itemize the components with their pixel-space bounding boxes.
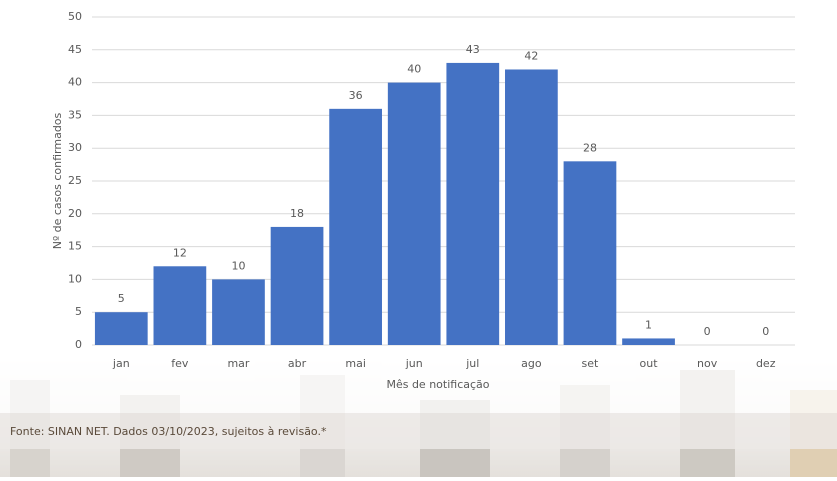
data-label: 40	[407, 63, 421, 76]
bar	[94, 312, 148, 345]
bar	[563, 161, 617, 345]
x-tick-label: abr	[288, 357, 307, 370]
x-tick-label: jan	[112, 357, 130, 370]
data-label: 36	[349, 89, 363, 102]
x-tick-label: set	[582, 357, 599, 370]
y-tick-label: 40	[68, 76, 82, 89]
y-tick-label: 5	[75, 305, 82, 318]
source-band	[0, 413, 837, 449]
data-label: 1	[645, 318, 652, 331]
y-tick-label: 20	[68, 207, 82, 220]
x-tick-label: jun	[405, 357, 423, 370]
data-label: 42	[524, 49, 538, 62]
bar	[329, 108, 382, 345]
bar	[387, 82, 441, 345]
bar	[622, 338, 675, 345]
y-tick-label: 50	[68, 10, 82, 23]
data-label: 10	[231, 259, 245, 272]
x-tick-label: ago	[521, 357, 542, 370]
y-tick-label: 0	[75, 338, 82, 351]
y-tick-label: 10	[68, 272, 82, 285]
data-label: 43	[466, 43, 480, 56]
data-label: 5	[118, 292, 125, 305]
bar	[270, 226, 324, 345]
x-tick-label: mai	[345, 357, 366, 370]
y-tick-label: 15	[68, 240, 82, 253]
x-tick-label: jul	[465, 357, 479, 370]
overlay	[0, 355, 837, 413]
data-label: 18	[290, 207, 304, 220]
x-tick-label: out	[640, 357, 659, 370]
data-label: 0	[762, 325, 769, 338]
bar	[153, 266, 207, 345]
y-tick-label: 30	[68, 141, 82, 154]
data-label: 28	[583, 141, 597, 154]
x-axis-title: Mês de notificação	[386, 378, 489, 391]
x-tick-label: mar	[227, 357, 249, 370]
y-tick-label: 35	[68, 108, 82, 121]
y-tick-label: 25	[68, 174, 82, 187]
y-axis-title: Nº de casos confirmados	[51, 112, 64, 249]
bar	[446, 62, 500, 346]
bar	[212, 279, 265, 345]
data-label: 12	[173, 246, 187, 259]
x-tick-label: fev	[171, 357, 189, 370]
source: Fonte: SINAN NET. Dados 03/10/2023, suje…	[10, 425, 327, 438]
bar	[505, 69, 558, 345]
data-label: 0	[704, 325, 711, 338]
x-tick-label: dez	[756, 357, 776, 370]
x-tick-label: nov	[697, 357, 718, 370]
y-tick-label: 45	[68, 43, 82, 56]
